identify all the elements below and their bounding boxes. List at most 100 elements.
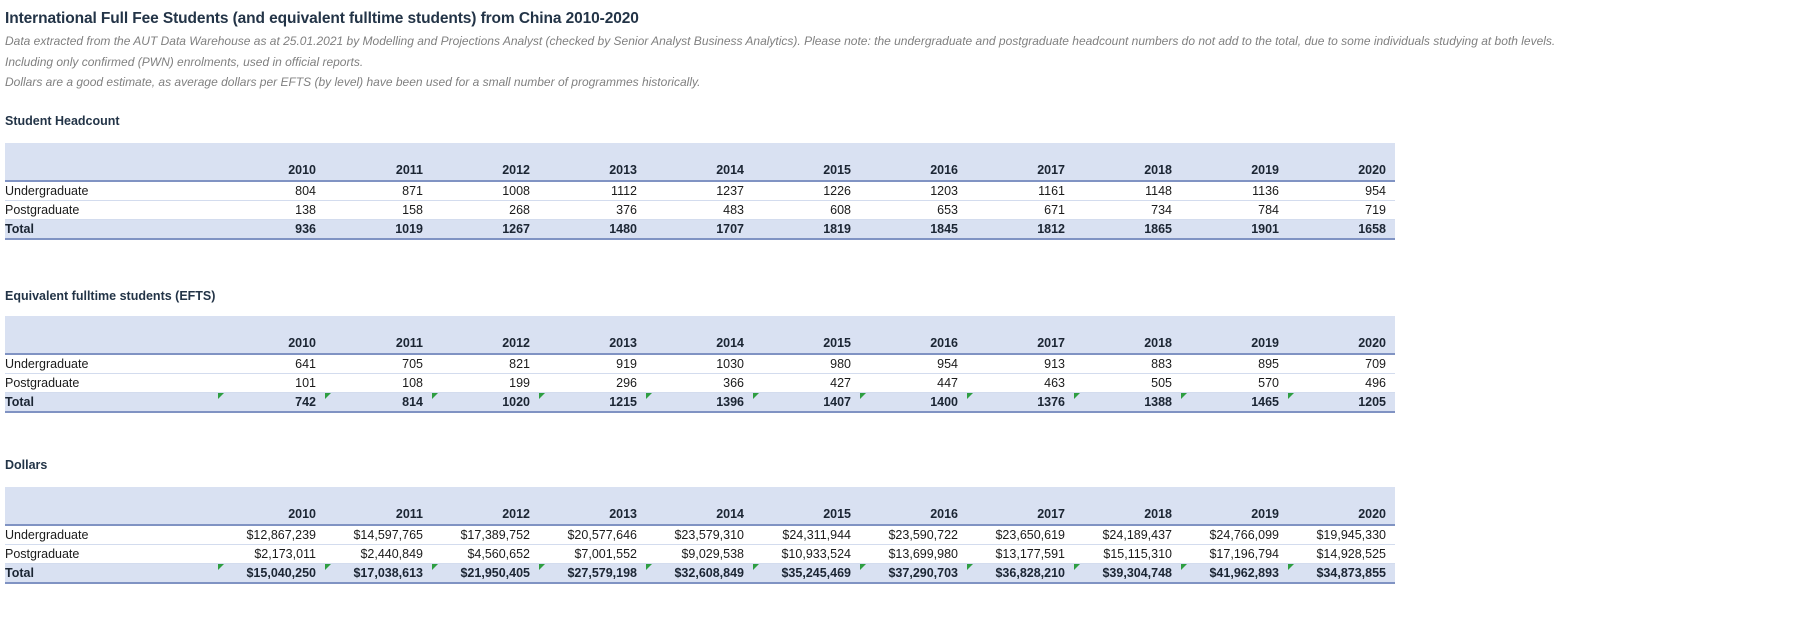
value-cell: 1396 — [646, 392, 753, 413]
year-header-cell: 2012 — [432, 160, 539, 182]
value-cell: 1030 — [646, 353, 753, 374]
section-heading: Dollars — [5, 457, 48, 472]
year-header-cell: 2013 — [539, 333, 646, 355]
value-cell: $17,038,613 — [325, 563, 432, 584]
value-cell: $13,177,591 — [967, 544, 1074, 564]
year-header-cell: 2011 — [325, 160, 432, 182]
value-cell: 608 — [753, 200, 860, 220]
value-cell: 1400 — [860, 392, 967, 413]
value-cell: $15,040,250 — [218, 563, 325, 584]
cell-flag-triangle-icon — [1181, 563, 1187, 570]
value-cell: $10,933,524 — [753, 544, 860, 564]
year-header-cell: 2013 — [539, 160, 646, 182]
value-text: $35,245,469 — [781, 565, 851, 580]
value-cell: $24,189,437 — [1074, 524, 1181, 545]
cell-flag-triangle-icon — [860, 392, 866, 399]
value-cell: 1845 — [860, 219, 967, 240]
value-text: 1376 — [1037, 394, 1065, 409]
value-cell: 1819 — [753, 219, 860, 240]
year-header-cell: 2018 — [1074, 160, 1181, 182]
value-cell: 1407 — [753, 392, 860, 413]
value-cell: 742 — [218, 392, 325, 413]
header-spacer-cell — [5, 486, 1395, 505]
year-header-row: 2010 2011 2012 2013 2014 2015 2016 2017 2018 2019… — [5, 160, 1395, 182]
total-row: Total 936 1019 1267 1480 1707 1819 1845 1812 1865… — [5, 219, 1395, 240]
value-text: $37,290,703 — [888, 565, 958, 580]
year-header-cell: 2014 — [646, 160, 753, 182]
value-cell: $41,962,893 — [1181, 563, 1288, 584]
header-spacer-row — [5, 142, 1395, 161]
value-cell: $20,577,646 — [539, 524, 646, 545]
value-text: 814 — [402, 394, 423, 409]
cell-flag-triangle-icon — [1288, 392, 1294, 399]
value-cell: 709 — [1288, 353, 1395, 374]
row-label-cell: Postgraduate — [5, 544, 218, 564]
year-header-cell: 2016 — [860, 160, 967, 182]
value-cell: 871 — [325, 180, 432, 201]
value-cell: 268 — [432, 200, 539, 220]
row-label-cell: Undergraduate — [5, 180, 218, 201]
value-cell: $13,699,980 — [860, 544, 967, 564]
cell-flag-triangle-icon — [753, 563, 759, 570]
cell-flag-triangle-icon — [967, 563, 973, 570]
value-cell: 883 — [1074, 353, 1181, 374]
value-cell: 1226 — [753, 180, 860, 201]
table-row: Undergraduate $12,867,239 $14,597,765 $17,3… — [5, 524, 1395, 545]
year-header-cell: 2014 — [646, 333, 753, 355]
value-cell: 919 — [539, 353, 646, 374]
year-header-cell: 2020 — [1288, 160, 1395, 182]
value-cell: $15,115,310 — [1074, 544, 1181, 564]
value-cell: $24,766,099 — [1181, 524, 1288, 545]
value-text: 1388 — [1144, 394, 1172, 409]
value-cell: $17,389,752 — [432, 524, 539, 545]
value-cell: 1812 — [967, 219, 1074, 240]
value-cell: 108 — [325, 373, 432, 393]
year-header-cell: 2011 — [325, 504, 432, 526]
value-cell: 447 — [860, 373, 967, 393]
year-header-cell: 2017 — [967, 333, 1074, 355]
row-label-cell: Undergraduate — [5, 524, 218, 545]
total-row: Total $15,040,250 $17,038,613 $21,950,405 $2… — [5, 563, 1395, 584]
row-label-cell: Total — [5, 392, 218, 413]
cell-flag-triangle-icon — [539, 563, 545, 570]
cell-flag-triangle-icon — [325, 392, 331, 399]
year-header-cell: 2018 — [1074, 504, 1181, 526]
value-text: $39,304,748 — [1102, 565, 1172, 580]
year-header-cell: 2015 — [753, 333, 860, 355]
value-cell: 1865 — [1074, 219, 1181, 240]
year-header-cell: 2010 — [218, 504, 325, 526]
cell-flag-triangle-icon — [325, 563, 331, 570]
row-label-cell: Undergraduate — [5, 353, 218, 374]
year-header-cell: 2016 — [860, 333, 967, 355]
value-cell: 1112 — [539, 180, 646, 201]
data-table: 2010 2011 2012 2013 2014 2015 2016 2017 2018 2019… — [5, 142, 1395, 240]
value-cell: $7,001,552 — [539, 544, 646, 564]
value-cell: $17,196,794 — [1181, 544, 1288, 564]
value-cell: 821 — [432, 353, 539, 374]
year-header-cell: 2019 — [1181, 504, 1288, 526]
value-cell: 427 — [753, 373, 860, 393]
value-text: 1400 — [930, 394, 958, 409]
value-cell: $24,311,944 — [753, 524, 860, 545]
cell-flag-triangle-icon — [646, 563, 652, 570]
year-header-empty-cell — [5, 504, 218, 526]
value-cell: 570 — [1181, 373, 1288, 393]
value-cell: $14,597,765 — [325, 524, 432, 545]
year-header-cell: 2017 — [967, 504, 1074, 526]
row-label-cell: Postgraduate — [5, 373, 218, 393]
total-row: Total 742 814 1020 1215 1396 1407 1400 1376 1388 1… — [5, 392, 1395, 413]
value-cell: $37,290,703 — [860, 563, 967, 584]
value-cell: $12,867,239 — [218, 524, 325, 545]
value-cell: $32,608,849 — [646, 563, 753, 584]
value-cell: $21,950,405 — [432, 563, 539, 584]
value-text: $15,040,250 — [246, 565, 316, 580]
year-header-cell: 2013 — [539, 504, 646, 526]
value-cell: 366 — [646, 373, 753, 393]
value-cell: 483 — [646, 200, 753, 220]
value-text: 1465 — [1251, 394, 1279, 409]
value-cell: 954 — [860, 353, 967, 374]
value-cell: 1019 — [325, 219, 432, 240]
table-row: Postgraduate 101 108 199 296 366 427 447 463 505 5… — [5, 373, 1395, 393]
table-row: Postgraduate $2,173,011 $2,440,849 $4,560,6… — [5, 544, 1395, 564]
cell-flag-triangle-icon — [860, 563, 866, 570]
